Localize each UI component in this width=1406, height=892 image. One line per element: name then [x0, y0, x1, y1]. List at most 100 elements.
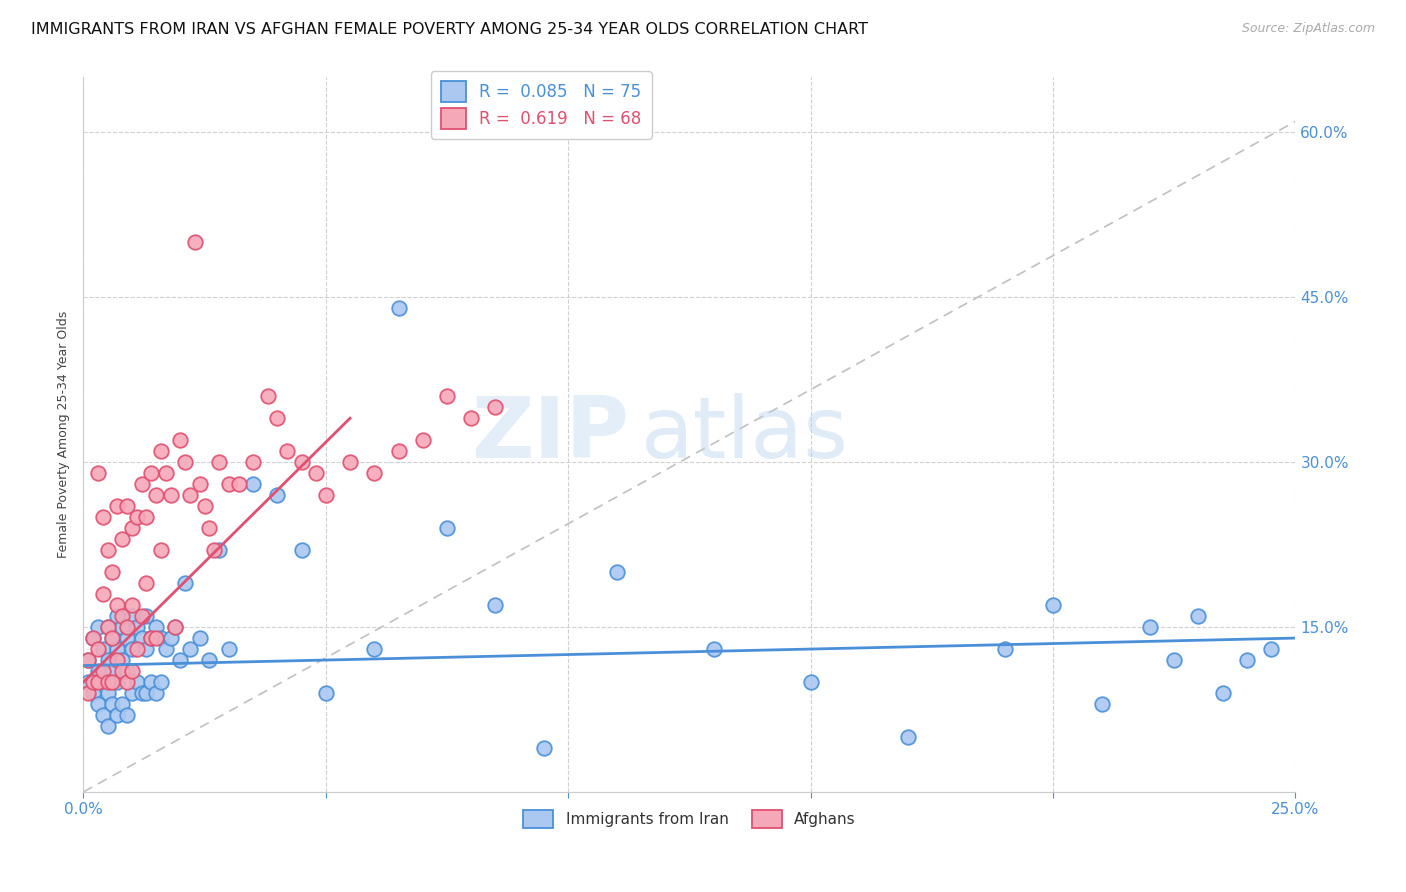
Point — [256, 389, 278, 403]
Point — [202, 543, 225, 558]
Point — [101, 675, 124, 690]
Point — [115, 708, 138, 723]
Point — [436, 389, 458, 403]
Point — [266, 488, 288, 502]
Point — [484, 401, 506, 415]
Point — [1139, 620, 1161, 634]
Point — [141, 631, 163, 645]
Legend: Immigrants from Iran, Afghans: Immigrants from Iran, Afghans — [517, 804, 862, 834]
Point — [97, 653, 120, 667]
Point — [208, 455, 231, 469]
Point — [145, 488, 167, 502]
Point — [91, 664, 114, 678]
Point — [125, 675, 148, 690]
Point — [121, 598, 143, 612]
Point — [135, 609, 157, 624]
Point — [1236, 653, 1258, 667]
Point — [290, 543, 312, 558]
Point — [484, 598, 506, 612]
Point — [82, 631, 104, 645]
Point — [141, 675, 163, 690]
Point — [1212, 686, 1234, 700]
Point — [135, 576, 157, 591]
Point — [97, 620, 120, 634]
Point — [91, 510, 114, 524]
Point — [131, 686, 153, 700]
Point — [305, 466, 328, 480]
Point — [149, 543, 172, 558]
Text: IMMIGRANTS FROM IRAN VS AFGHAN FEMALE POVERTY AMONG 25-34 YEAR OLDS CORRELATION : IMMIGRANTS FROM IRAN VS AFGHAN FEMALE PO… — [31, 22, 868, 37]
Point — [363, 466, 385, 480]
Point — [105, 708, 128, 723]
Point — [115, 620, 138, 634]
Point — [97, 620, 120, 634]
Point — [97, 686, 120, 700]
Point — [91, 587, 114, 601]
Point — [135, 642, 157, 657]
Point — [1260, 642, 1282, 657]
Point — [121, 521, 143, 535]
Point — [101, 664, 124, 678]
Point — [165, 620, 187, 634]
Point — [179, 642, 201, 657]
Point — [315, 686, 337, 700]
Point — [198, 521, 221, 535]
Point — [188, 631, 211, 645]
Point — [77, 653, 100, 667]
Point — [218, 477, 240, 491]
Point — [198, 653, 221, 667]
Point — [121, 686, 143, 700]
Point — [169, 653, 191, 667]
Point — [208, 543, 231, 558]
Point — [115, 664, 138, 678]
Point — [174, 576, 197, 591]
Point — [91, 708, 114, 723]
Point — [141, 631, 163, 645]
Text: ZIP: ZIP — [471, 393, 628, 476]
Point — [111, 609, 134, 624]
Point — [1042, 598, 1064, 612]
Point — [800, 675, 823, 690]
Text: atlas: atlas — [641, 393, 849, 476]
Point — [111, 620, 134, 634]
Point — [77, 653, 100, 667]
Point — [91, 675, 114, 690]
Point — [125, 510, 148, 524]
Point — [266, 411, 288, 425]
Point — [228, 477, 250, 491]
Point — [101, 565, 124, 579]
Point — [105, 499, 128, 513]
Point — [121, 642, 143, 657]
Point — [97, 543, 120, 558]
Point — [101, 631, 124, 645]
Point — [155, 642, 177, 657]
Point — [184, 235, 207, 250]
Y-axis label: Female Poverty Among 25-34 Year Olds: Female Poverty Among 25-34 Year Olds — [58, 311, 70, 558]
Point — [111, 664, 134, 678]
Point — [149, 444, 172, 458]
Point — [218, 642, 240, 657]
Point — [145, 631, 167, 645]
Point — [131, 477, 153, 491]
Point — [412, 433, 434, 447]
Point — [1187, 609, 1209, 624]
Point — [97, 675, 120, 690]
Point — [82, 675, 104, 690]
Point — [339, 455, 361, 469]
Point — [169, 433, 191, 447]
Point — [155, 466, 177, 480]
Point — [101, 631, 124, 645]
Point — [135, 510, 157, 524]
Point — [703, 642, 725, 657]
Point — [242, 477, 264, 491]
Point — [387, 301, 409, 316]
Point — [363, 642, 385, 657]
Point — [87, 642, 110, 657]
Point — [111, 697, 134, 711]
Point — [387, 444, 409, 458]
Point — [87, 664, 110, 678]
Point — [105, 675, 128, 690]
Point — [165, 620, 187, 634]
Point — [460, 411, 482, 425]
Point — [188, 477, 211, 491]
